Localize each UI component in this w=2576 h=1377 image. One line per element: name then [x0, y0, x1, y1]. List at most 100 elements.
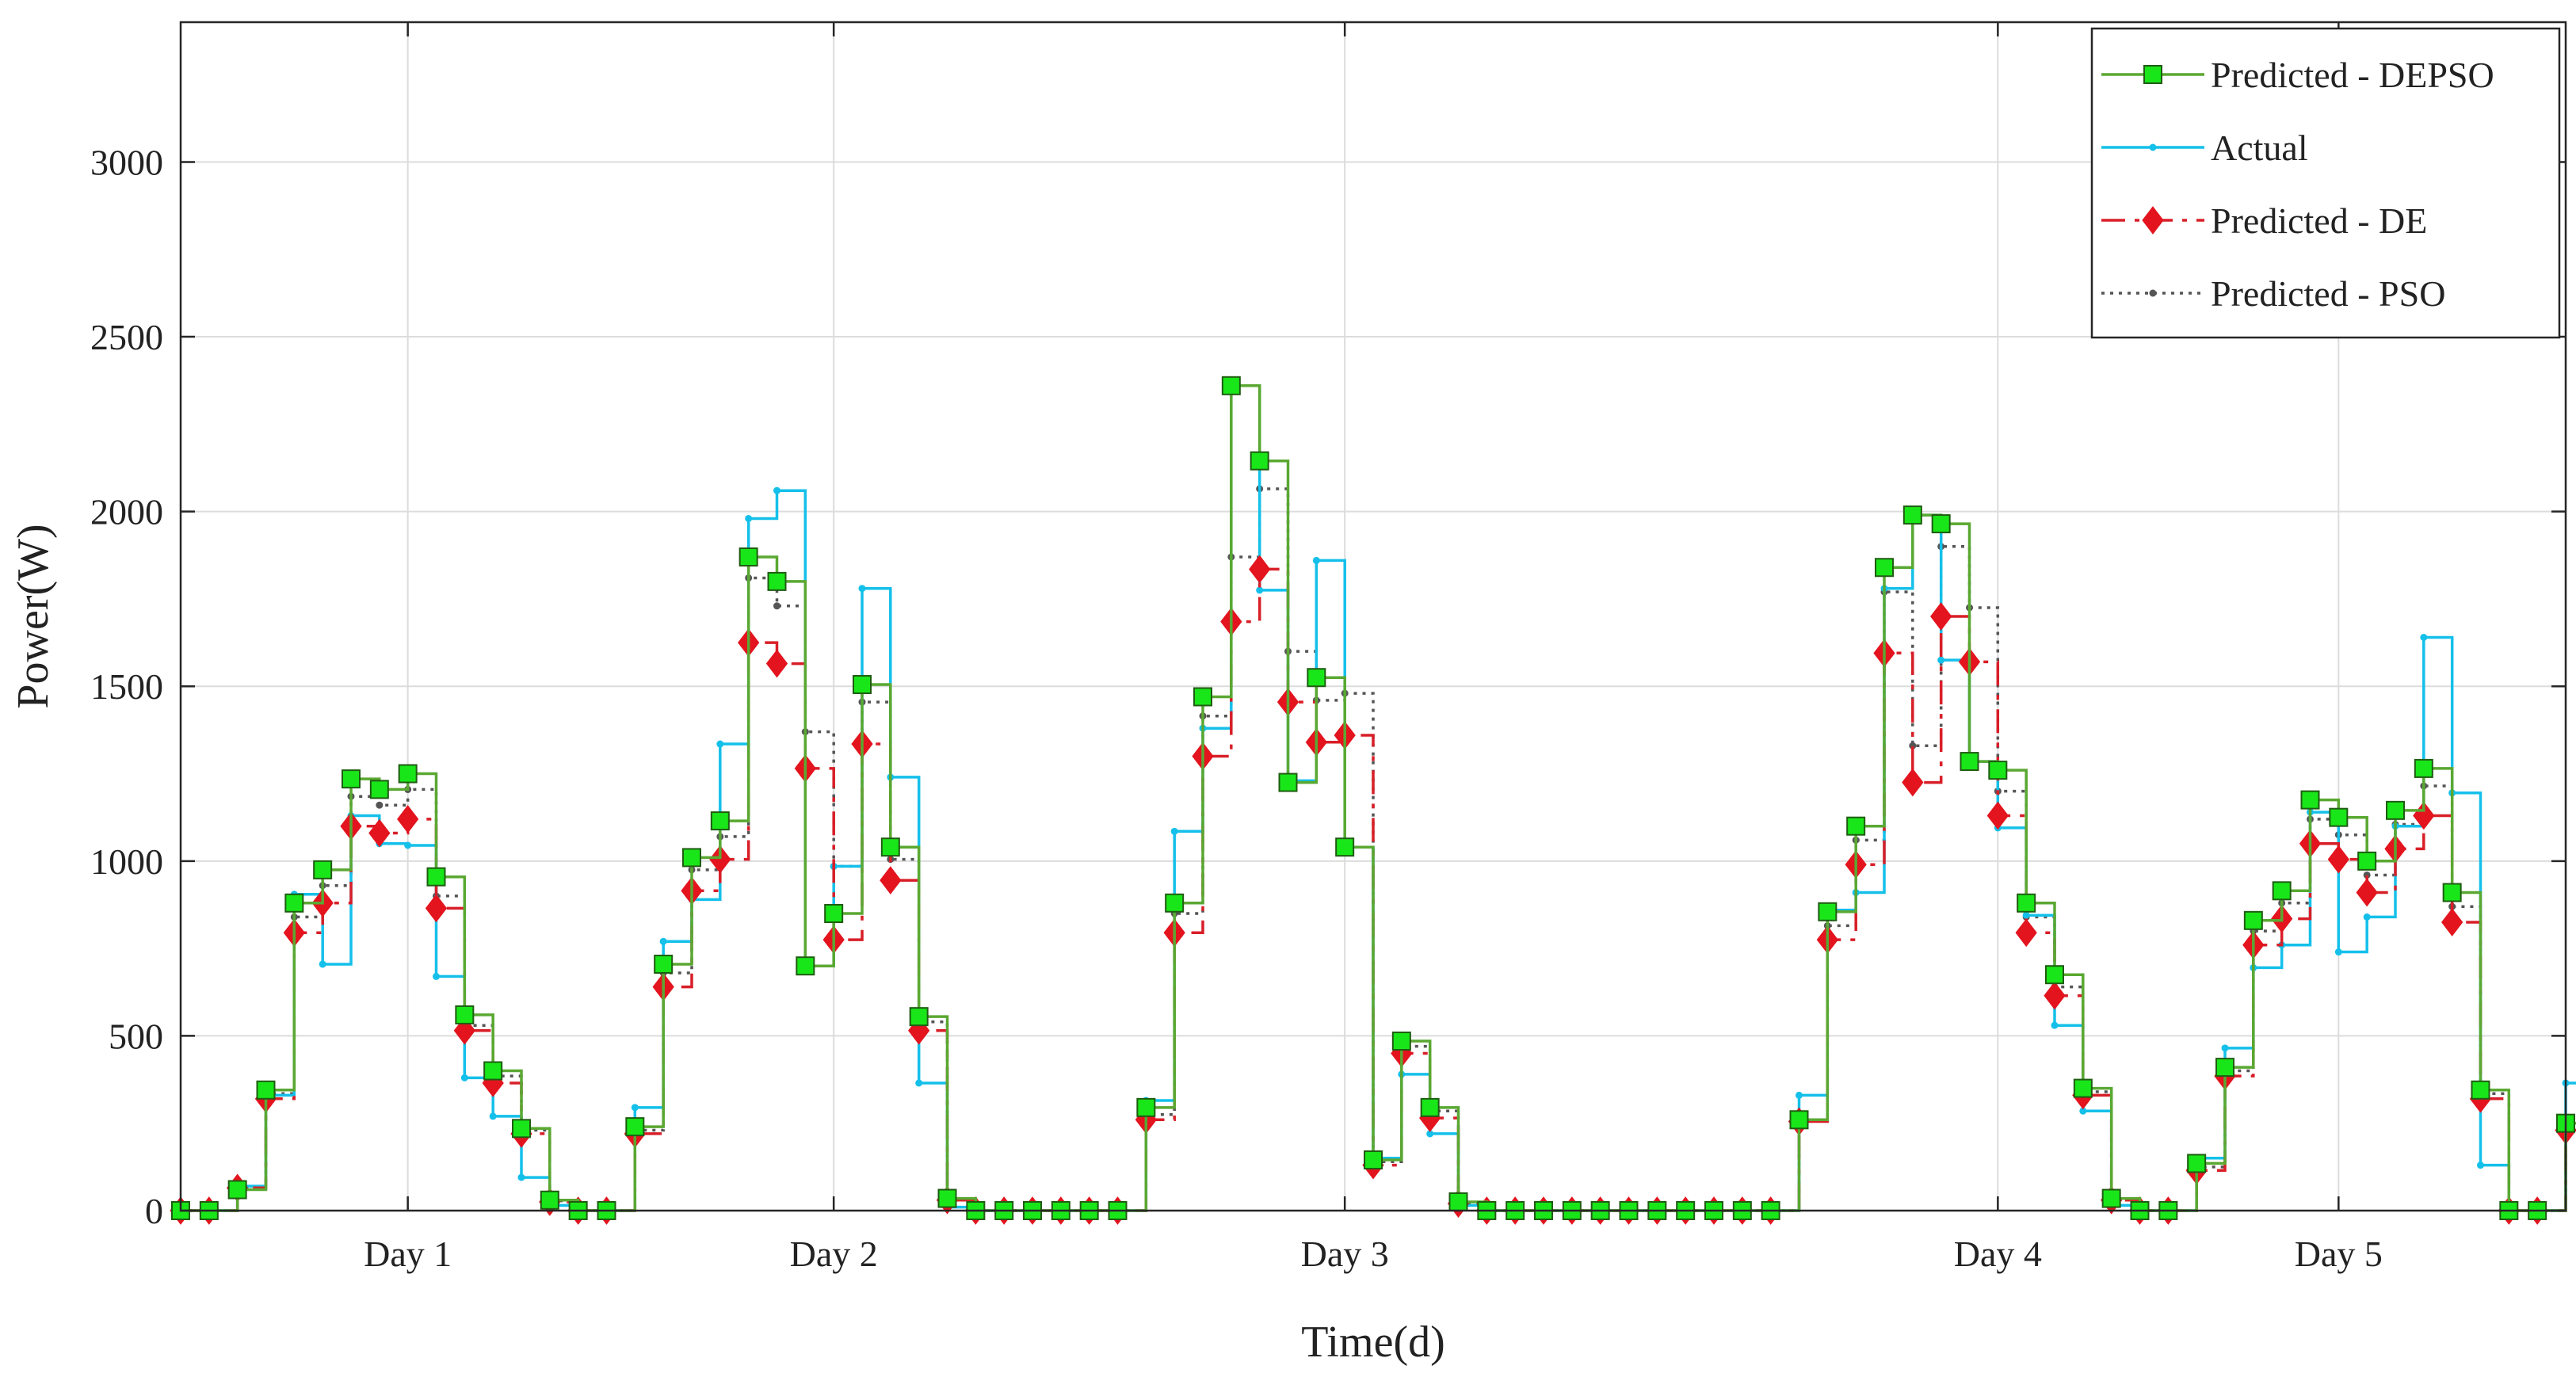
- plot-area-frame: [179, 21, 2567, 1212]
- predicted-depso-marker: [1391, 1032, 1411, 1051]
- actual-marker: [2363, 913, 2371, 921]
- predicted-depso-marker: [1931, 514, 1951, 534]
- predicted-depso-marker: [1960, 752, 1979, 772]
- y-tick-label: 1000: [90, 841, 163, 882]
- predicted-depso-marker: [2357, 851, 2377, 871]
- legend-entry-predicted-de: Predicted - DE: [2101, 200, 2427, 241]
- predicted-depso-marker: [540, 1190, 559, 1210]
- legend-label: Predicted - PSO: [2211, 273, 2445, 314]
- legend: Predicted - DEPSO Actual Predicted - DE Pre…: [2090, 27, 2561, 339]
- predicted-depso-marker: [1307, 668, 1326, 688]
- predicted-depso-marker: [2329, 807, 2349, 827]
- axis-ticks: 0 500 1000 1500 2000 2500 3000 Day 1 Day 2 Day 3 D…: [90, 22, 2566, 1274]
- predicted-depso-marker: [796, 956, 815, 976]
- legend-predicted-de-marker: [2142, 206, 2164, 235]
- x-tick-label: Day 2: [790, 1234, 878, 1274]
- predicted-pso-marker: [376, 801, 384, 809]
- predicted-de-marker: [368, 818, 391, 848]
- predicted-de-marker: [1986, 801, 2009, 830]
- predicted-depso-marker: [1335, 837, 1355, 857]
- actual-marker: [1312, 556, 1320, 564]
- predicted-de-marker: [2327, 845, 2349, 874]
- predicted-depso-marker: [1789, 1110, 1809, 1130]
- y-tick-label: 3000: [90, 142, 163, 182]
- predicted-depso-marker: [1165, 893, 1185, 913]
- predicted-depso-marker: [1278, 772, 1298, 792]
- y-tick-label: 1500: [90, 666, 163, 707]
- predicted-de-marker: [2356, 878, 2378, 907]
- predicted-depso-marker: [1902, 505, 1922, 525]
- predicted-depso-marker: [2272, 881, 2292, 901]
- actual-marker: [773, 486, 780, 494]
- actual-marker: [915, 1079, 923, 1087]
- predicted-depso-marker: [455, 1005, 475, 1024]
- predicted-depso-marker: [483, 1061, 503, 1081]
- predicted-depso-marker: [909, 1007, 929, 1027]
- predicted-depso-marker: [313, 860, 333, 879]
- actual-marker: [433, 972, 440, 980]
- predicted-depso-marker: [880, 837, 900, 857]
- x-tick-label: Day 3: [1301, 1234, 1389, 1274]
- predicted-depso-marker: [2073, 1078, 2093, 1098]
- actual-marker: [2051, 1021, 2059, 1029]
- actual-marker: [460, 1074, 468, 1081]
- predicted-depso-marker: [853, 675, 872, 695]
- predicted-depso-marker: [426, 867, 446, 887]
- actual-marker: [404, 841, 412, 849]
- legend-label: Actual: [2211, 128, 2308, 168]
- legend-actual-marker: [2149, 143, 2157, 151]
- actual-marker: [1796, 1091, 1803, 1099]
- predicted-depso-marker: [1193, 687, 1212, 707]
- predicted-depso-marker: [824, 904, 844, 923]
- actual-marker: [319, 960, 326, 968]
- actual-marker: [489, 1112, 497, 1120]
- predicted-depso-marker: [227, 1180, 247, 1200]
- y-tick-label: 500: [109, 1016, 163, 1056]
- predicted-depso-marker: [654, 954, 674, 974]
- predicted-depso-marker: [342, 769, 361, 789]
- x-tick-label: Day 1: [364, 1234, 452, 1274]
- predicted-depso-marker: [1221, 376, 1241, 395]
- predicted-depso-marker: [2215, 1058, 2234, 1078]
- predicted-de-marker: [2044, 981, 2066, 1010]
- predicted-depso-marker: [2471, 1080, 2490, 1100]
- predicted-depso-marker: [682, 848, 701, 868]
- predicted-depso-marker: [937, 1188, 957, 1208]
- predicted-de-marker: [1930, 602, 1952, 631]
- predicted-pso-marker: [1909, 742, 1917, 750]
- predicted-depso-marker: [2442, 883, 2462, 902]
- y-axis-label: Power(W): [9, 524, 58, 708]
- legend-label: Predicted - DE: [2211, 200, 2427, 241]
- predicted-pso-marker: [773, 602, 780, 610]
- actual-marker: [1937, 656, 1945, 664]
- actual-marker: [517, 1173, 525, 1181]
- actual-marker: [2221, 1044, 2229, 1052]
- actual-marker: [1256, 586, 1264, 594]
- predicted-de-marker: [880, 866, 902, 894]
- predicted-depso-marker: [1420, 1097, 1440, 1117]
- predicted-depso-marker: [738, 547, 758, 566]
- predicted-de-marker: [2015, 918, 2037, 948]
- actual-marker: [2022, 911, 2030, 919]
- legend-entry-predicted-pso: Predicted - PSO: [2101, 273, 2445, 314]
- predicted-de-marker: [425, 894, 448, 923]
- predicted-de-marker: [1249, 555, 1271, 584]
- actual-marker: [858, 585, 866, 593]
- predicted-depso-marker: [1988, 761, 2008, 780]
- actual-marker: [2477, 1161, 2484, 1169]
- predicted-depso-marker: [625, 1117, 645, 1137]
- actual-marker: [2334, 948, 2342, 956]
- predicted-depso-marker: [2017, 893, 2036, 913]
- predicted-pso-marker: [2363, 871, 2371, 879]
- predicted-depso-marker: [2101, 1188, 2121, 1208]
- predicted-depso-marker: [1250, 451, 1269, 471]
- actual-marker: [659, 937, 667, 945]
- x-axis-label: Time(d): [1301, 1318, 1445, 1367]
- y-tick-label: 0: [145, 1191, 163, 1231]
- predicted-depso-marker: [2187, 1154, 2207, 1173]
- predicted-depso-marker: [2386, 800, 2405, 820]
- predicted-depso-marker: [1818, 902, 1838, 921]
- y-tick-label: 2500: [90, 317, 163, 357]
- predicted-de-marker: [397, 805, 419, 833]
